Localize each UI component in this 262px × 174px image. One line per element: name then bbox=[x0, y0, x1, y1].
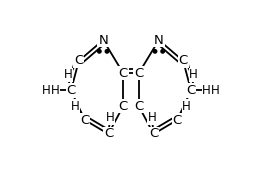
Text: N: N bbox=[98, 34, 108, 46]
Text: C: C bbox=[66, 84, 76, 97]
Text: H: H bbox=[64, 68, 73, 81]
Text: C: C bbox=[118, 100, 128, 113]
Text: C: C bbox=[134, 67, 144, 80]
Text: H: H bbox=[211, 84, 219, 97]
Text: N: N bbox=[154, 34, 164, 46]
Text: C: C bbox=[134, 100, 144, 113]
Text: H: H bbox=[202, 84, 211, 97]
Text: C: C bbox=[118, 67, 128, 80]
Text: H: H bbox=[189, 68, 198, 81]
Circle shape bbox=[161, 50, 165, 53]
Text: C: C bbox=[104, 128, 113, 140]
Text: C: C bbox=[80, 114, 90, 126]
Text: C: C bbox=[74, 54, 83, 67]
Text: H: H bbox=[42, 84, 51, 97]
Text: H: H bbox=[106, 111, 114, 124]
Text: H: H bbox=[148, 111, 156, 124]
Circle shape bbox=[153, 50, 157, 53]
Circle shape bbox=[105, 50, 109, 53]
Text: C: C bbox=[172, 114, 182, 126]
Text: C: C bbox=[179, 54, 188, 67]
Text: H: H bbox=[51, 84, 60, 97]
Circle shape bbox=[97, 50, 101, 53]
Text: H: H bbox=[71, 100, 80, 113]
Text: C: C bbox=[186, 84, 196, 97]
Text: C: C bbox=[149, 128, 158, 140]
Text: H: H bbox=[182, 100, 191, 113]
